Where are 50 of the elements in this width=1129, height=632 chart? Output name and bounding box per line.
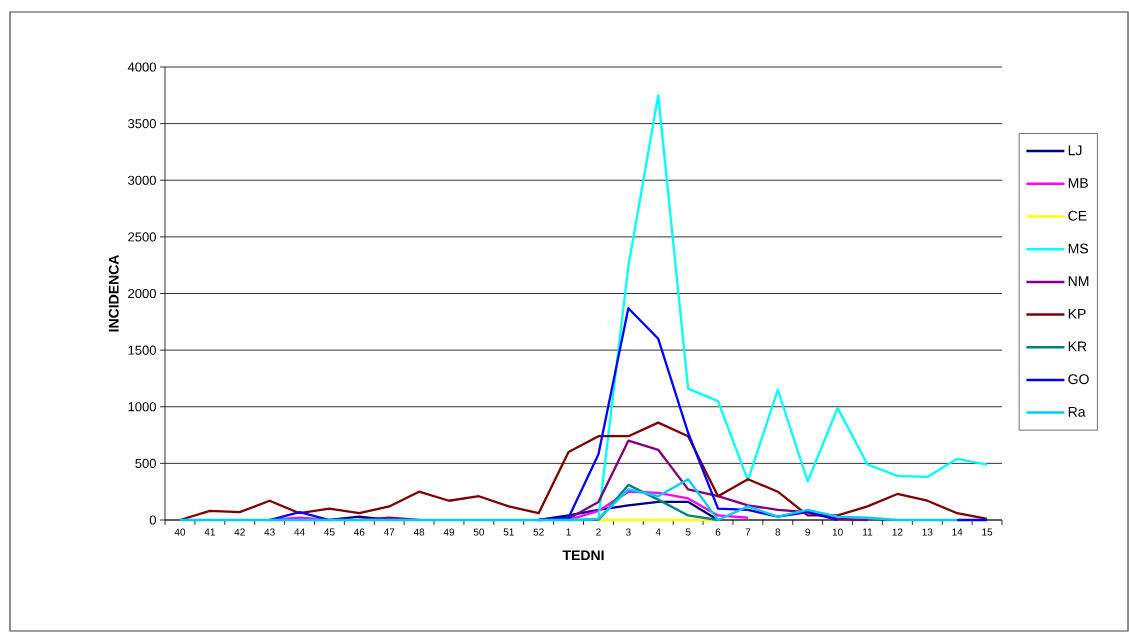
legend-label: KP (1068, 308, 1086, 319)
x-tick-label: 47 (383, 528, 395, 536)
legend-label: MB (1068, 178, 1088, 188)
x-tick-label: 11 (863, 528, 873, 536)
y-tick-label: 3500 (128, 119, 156, 129)
x-tick-label: 1 (566, 528, 571, 536)
y-tick-label: 1500 (128, 345, 156, 355)
y-tick-label: 2500 (128, 232, 156, 242)
x-tick-label: 15 (982, 528, 993, 536)
x-tick-label: 44 (294, 528, 305, 536)
x-tick-label: 49 (443, 528, 455, 536)
x-tick-label: 52 (533, 528, 544, 536)
x-tick-label: 41 (204, 528, 215, 536)
x-tick-label: 3 (625, 528, 631, 536)
y-tick-label: 500 (135, 458, 156, 468)
x-tick-label: 48 (413, 528, 425, 536)
legend-label: GO (1068, 374, 1089, 385)
legend-label: MS (1068, 243, 1089, 254)
x-tick-label: 12 (892, 528, 903, 536)
x-tick-label: 14 (952, 528, 963, 536)
y-axis-title: INCIDENCA (108, 254, 119, 332)
y-tick-label: 1000 (128, 402, 156, 412)
x-tick-label: 51 (503, 528, 514, 536)
x-tick-label: 8 (775, 528, 781, 536)
line-series (597, 483, 720, 522)
y-tick-label: 2000 (128, 288, 156, 299)
x-tick-label: 6 (715, 528, 721, 536)
x-tick-label: 45 (324, 528, 335, 536)
legend-label: Ra (1068, 407, 1086, 417)
x-tick-label: 10 (832, 528, 843, 536)
y-tick-label: 0 (149, 515, 156, 525)
x-tick-label: 50 (473, 528, 485, 536)
x-tick-label: 5 (685, 528, 691, 536)
x-tick-label: 43 (264, 528, 275, 536)
legend-label: NM (1068, 276, 1089, 286)
legend-label: CE (1068, 210, 1087, 221)
x-tick-label: 7 (745, 528, 751, 536)
x-tick-label: 4 (655, 528, 661, 536)
legend-label: KR (1068, 341, 1087, 352)
y-tick-label: 4000 (127, 62, 156, 72)
x-tick-label: 42 (234, 528, 245, 536)
x-tick-label: 46 (353, 528, 365, 536)
x-tick-label: 9 (805, 528, 811, 536)
legend-label: LJ (1068, 145, 1082, 156)
x-tick-label: 2 (596, 528, 601, 536)
x-tick-label: 40 (174, 528, 186, 536)
line-series (178, 421, 989, 522)
x-tick-label: 13 (922, 528, 933, 536)
y-tick-label: 3000 (128, 175, 156, 185)
x-axis-title: TEDNI (562, 550, 604, 561)
